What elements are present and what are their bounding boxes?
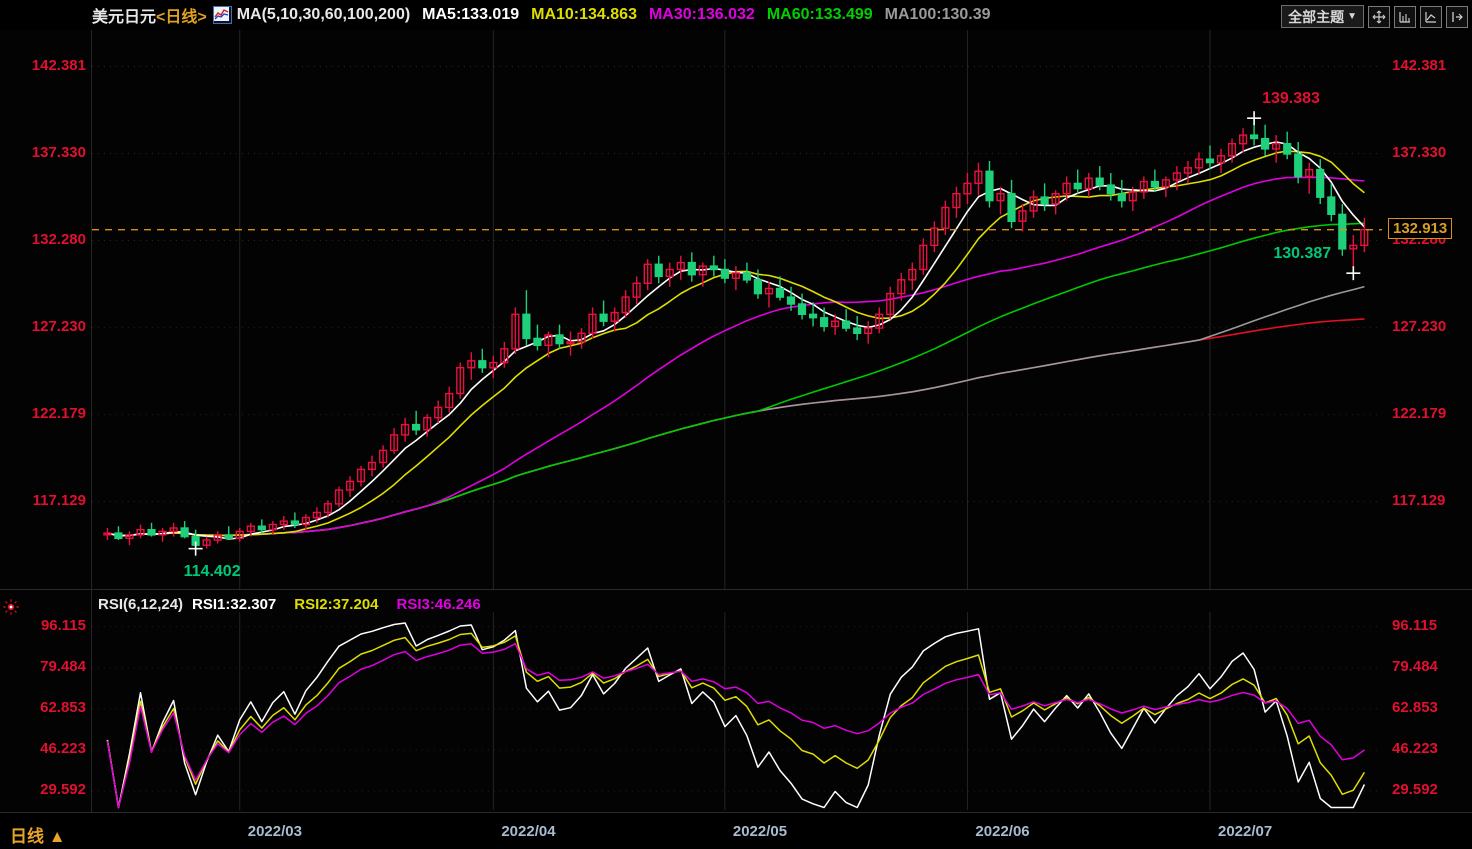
rsi-axis-label-right: 46.223 — [1392, 740, 1438, 758]
rsi-axis-label-left: 79.484 — [40, 657, 86, 675]
ma60-value: MA60:133.499 — [766, 6, 873, 23]
rsi1-value: RSI1:32.307 — [192, 596, 277, 613]
price-axis-label-right: 142.381 — [1392, 56, 1447, 74]
rsi-axis-label-left: 29.592 — [40, 781, 86, 799]
price-axis-label-left: 142.381 — [31, 56, 86, 74]
price-axis-label-left: 127.230 — [31, 317, 86, 335]
alert-icon[interactable] — [2, 598, 20, 616]
rsi-axis-label-left: 96.115 — [40, 616, 86, 634]
plot-left-border — [91, 30, 92, 812]
date-axis-label: 2022/05 — [732, 823, 788, 840]
period-selector[interactable]: 日线 ▲ — [10, 827, 66, 846]
rsi-axis-label-left: 62.853 — [40, 698, 86, 716]
rsi-axis-label-right: 96.115 — [1392, 616, 1438, 634]
symbol-title[interactable]: 美元日元<日线> — [92, 9, 207, 26]
ma-chart-icon[interactable] — [212, 6, 232, 24]
price-axis-label-right: 117.129 — [1392, 491, 1446, 509]
ma-definition: MA(5,10,30,60,100,200) — [236, 6, 411, 23]
theme-dropdown[interactable]: 全部主题 ▼ — [1281, 5, 1364, 28]
current-price-tag: 132.913 — [1388, 217, 1453, 239]
ma10-value: MA10:134.863 — [531, 6, 637, 23]
chevron-down-icon: ▼ — [1347, 10, 1357, 22]
price-axis-label-left: 132.280 — [31, 230, 86, 248]
ma30-value: MA30:136.032 — [648, 6, 755, 23]
rsi-axis-label-right: 62.853 — [1392, 698, 1438, 716]
date-axis-label: 2022/07 — [1218, 823, 1273, 840]
rsi-chart-panel[interactable] — [92, 612, 1382, 810]
period-high-annotation: 139.383 — [1262, 90, 1320, 108]
date-axis-label: 2022/04 — [501, 823, 556, 840]
chart-header: 美元日元<日线> MA(5,10,30,60,100,200) MA5:133.… — [0, 0, 1472, 30]
bottom-bar — [0, 813, 1472, 849]
theme-dropdown-label: 全部主题 — [1288, 8, 1345, 25]
draw-icon[interactable] — [1420, 5, 1442, 28]
bottom-divider — [0, 812, 1472, 813]
rsi-axis-label-left: 46.223 — [40, 740, 86, 758]
ma100-value: MA100:130.39 — [884, 6, 991, 23]
panel-divider — [0, 589, 1472, 590]
rsi-definition: RSI(6,12,24) — [98, 596, 184, 613]
period-low-annotation: 114.402 — [183, 562, 241, 580]
rsi-axis-label-right: 29.592 — [1392, 781, 1438, 799]
price-axis-label-left: 137.330 — [31, 143, 86, 161]
ma5-value: MA5:133.019 — [422, 6, 520, 23]
price-axis-label-right: 137.330 — [1392, 143, 1447, 161]
rsi-header: RSI(6,12,24) RSI1:32.307 RSI2:37.204 RSI3:4… — [98, 596, 481, 613]
price-chart-panel[interactable] — [92, 30, 1382, 590]
exit-icon[interactable] — [1446, 5, 1468, 28]
measure-icon[interactable] — [1394, 5, 1416, 28]
rsi2-value: RSI2:37.204 — [294, 596, 379, 613]
recent-low-annotation: 130.387 — [1273, 245, 1332, 263]
price-axis-label-left: 117.129 — [32, 491, 86, 509]
crosshair-icon[interactable] — [1368, 5, 1390, 28]
rsi-axis-label-right: 79.484 — [1392, 657, 1438, 675]
date-axis-label: 2022/06 — [975, 823, 1030, 840]
price-axis-label-left: 122.179 — [31, 404, 86, 422]
price-axis-label-right: 122.179 — [1392, 404, 1447, 422]
date-axis-label: 2022/03 — [247, 823, 302, 840]
price-axis-label-right: 127.230 — [1392, 317, 1447, 335]
rsi3-value: RSI3:46.246 — [396, 596, 481, 613]
